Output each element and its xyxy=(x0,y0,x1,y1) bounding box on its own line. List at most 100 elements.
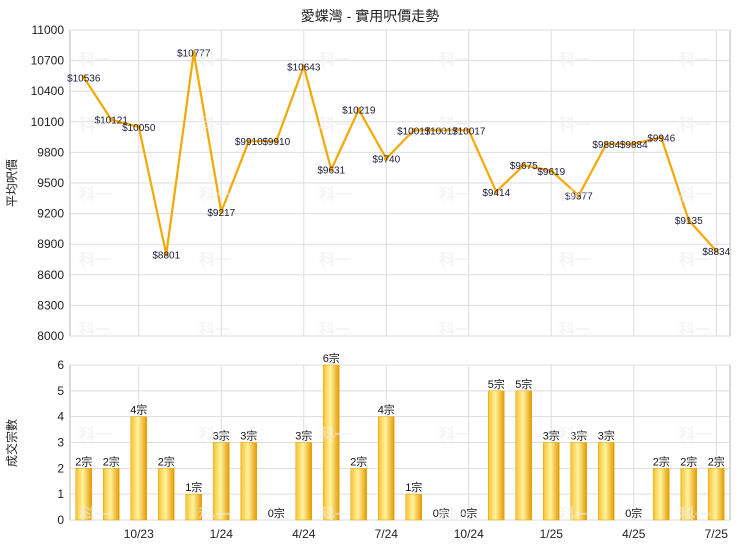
watermark-text: 科一 xyxy=(319,320,351,339)
price-series-line xyxy=(82,51,718,256)
price-data-label: $9910 xyxy=(235,137,263,148)
price-data-label: $9217 xyxy=(207,208,235,219)
price-data-label: $10536 xyxy=(67,73,101,84)
price-data-label: $8834 xyxy=(702,247,730,258)
price-point xyxy=(109,117,114,122)
price-data-label: $9910 xyxy=(262,137,290,148)
transaction-count-label: 2宗 xyxy=(158,454,175,468)
watermark-text: 科一 xyxy=(559,115,591,134)
count-tick-label: 1 xyxy=(57,487,64,501)
transaction-count-label: 4宗 xyxy=(130,403,147,417)
watermark-text: 科一 xyxy=(559,425,591,444)
price-point xyxy=(191,50,196,55)
price-data-label: $10050 xyxy=(122,123,156,134)
watermark-text: 科一 xyxy=(679,505,711,524)
price-data-label: $10643 xyxy=(287,62,321,73)
watermark-text: 科一 xyxy=(679,115,711,134)
count-tick-label: 5 xyxy=(57,384,64,398)
watermark-text: 科一 xyxy=(79,115,111,134)
transaction-count-label: 4宗 xyxy=(378,403,395,417)
price-tick-label: 9800 xyxy=(37,145,64,159)
watermark-text: 科一 xyxy=(679,185,711,204)
price-point xyxy=(411,128,416,133)
watermark-text: 科一 xyxy=(559,50,591,69)
x-tick-label: 7/24 xyxy=(375,527,399,541)
price-data-label: $9631 xyxy=(317,166,345,177)
transaction-bar xyxy=(653,468,670,521)
watermark-text: 科一 xyxy=(679,250,711,269)
price-data-label: $9884 xyxy=(620,140,648,151)
transaction-count-label: 0宗 xyxy=(625,506,642,520)
price-data-label: $9377 xyxy=(565,192,593,203)
transaction-count-label: 1宗 xyxy=(405,480,422,494)
watermark-text: 科一 xyxy=(79,425,111,444)
price-point xyxy=(604,141,609,147)
transaction-bar xyxy=(488,390,505,521)
transaction-count-label: 3宗 xyxy=(295,429,312,443)
watermark-text: 科一 xyxy=(319,250,351,269)
transaction-bar xyxy=(378,416,395,521)
price-point xyxy=(136,124,141,130)
transaction-count-label: 0宗 xyxy=(460,506,477,520)
price-point xyxy=(219,209,224,215)
price-data-label: $10121 xyxy=(95,116,129,127)
price-y-axis-label: 平均呎價 xyxy=(5,159,19,207)
transaction-bar xyxy=(708,468,725,521)
transaction-count-label: 5宗 xyxy=(515,377,532,391)
watermark-text: 科一 xyxy=(439,320,471,339)
transaction-bar xyxy=(240,442,257,521)
transaction-bar xyxy=(570,442,587,521)
price-data-label: $9619 xyxy=(537,167,565,178)
price-point xyxy=(686,218,691,223)
price-point xyxy=(521,162,526,168)
price-point xyxy=(576,193,581,198)
price-data-label: $9946 xyxy=(647,134,675,145)
transaction-bar xyxy=(515,390,532,521)
transaction-bar xyxy=(295,442,312,521)
price-data-label: $8801 xyxy=(152,250,180,261)
price-data-label: $9414 xyxy=(482,188,510,199)
price-tick-label: 9200 xyxy=(37,207,64,221)
transaction-bar xyxy=(75,468,92,521)
watermark-text: 科一 xyxy=(439,425,471,444)
count-tick-label: 0 xyxy=(57,513,64,527)
x-tick-label: 7/25 xyxy=(705,527,729,541)
price-tick-label: 8900 xyxy=(37,237,64,251)
count-tick-label: 2 xyxy=(57,461,64,475)
watermark-text: 科一 xyxy=(319,425,351,444)
watermark-text: 科一 xyxy=(439,505,471,524)
count-tick-label: 6 xyxy=(57,358,64,372)
price-point xyxy=(439,128,444,133)
watermark-text: 科一 xyxy=(319,505,351,524)
watermark-text: 科一 xyxy=(559,250,591,269)
price-tick-label: 10100 xyxy=(31,115,65,129)
transaction-count-label: 3宗 xyxy=(598,429,615,443)
price-data-label: $10017 xyxy=(397,126,431,137)
watermark-text: 科一 xyxy=(199,115,231,134)
transaction-count-label: 2宗 xyxy=(653,454,670,468)
chart-title: 愛蝶灣 - 實用呎價走勢 xyxy=(301,8,439,24)
transaction-bar xyxy=(213,442,230,521)
price-tick-label: 10700 xyxy=(31,54,65,68)
price-data-label: $9740 xyxy=(372,155,400,166)
watermark-text: 科一 xyxy=(319,50,351,69)
price-point xyxy=(246,138,251,144)
watermark-text: 科一 xyxy=(559,320,591,339)
price-data-label: $9135 xyxy=(675,216,703,227)
price-point xyxy=(301,64,306,69)
transaction-count-label: 2宗 xyxy=(350,454,367,468)
price-data-label: $10219 xyxy=(342,106,376,117)
transaction-bar xyxy=(543,442,560,521)
watermark-text: 科一 xyxy=(199,50,231,69)
x-tick-label: 4/24 xyxy=(292,527,316,541)
x-tick-label: 1/25 xyxy=(540,527,564,541)
price-tick-label: 11000 xyxy=(32,23,65,37)
transaction-bar-panel: 0 1 2 3 4 5 6 10/23 1/24 4/24 7/24 10/24 1/25 4/25 7/2… xyxy=(57,351,731,541)
watermark-text: 科一 xyxy=(679,425,711,444)
price-line-panel: 8000 8300 8600 8900 9200 9500 9800 10100 10400 10… xyxy=(31,23,731,343)
watermark-text: 科一 xyxy=(199,320,231,339)
watermark-text: 科一 xyxy=(439,185,471,204)
watermark-text: 科一 xyxy=(199,185,231,204)
